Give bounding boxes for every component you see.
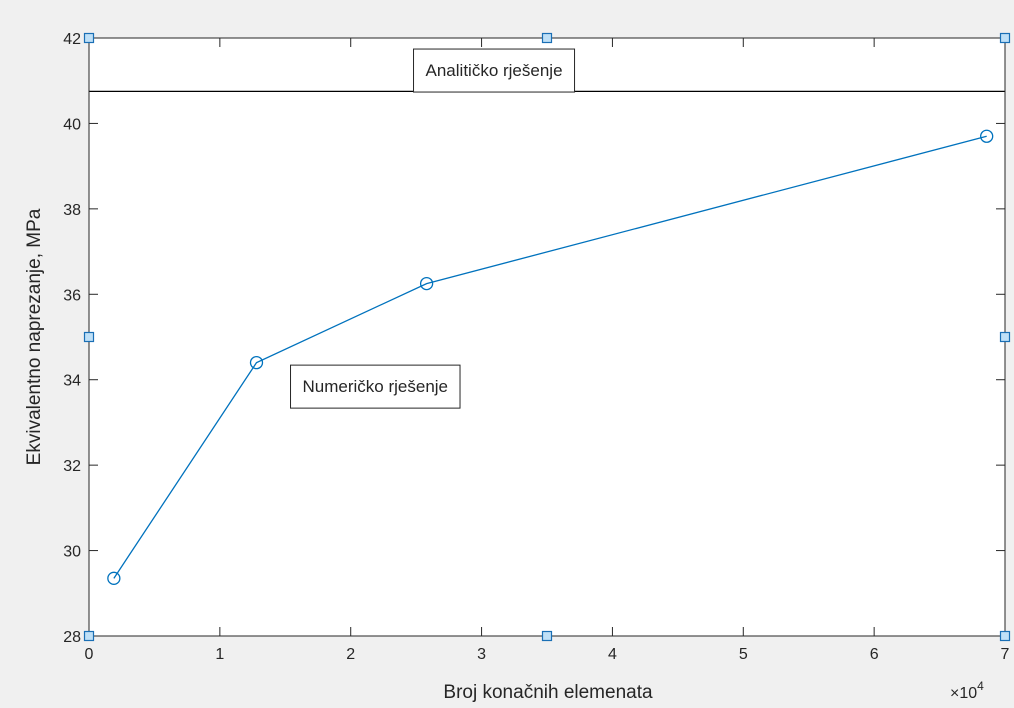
series-line	[113, 135, 987, 579]
y-axis-title: Ekvivalentno naprezanje, MPa	[24, 208, 45, 465]
y-tick-label: 32	[63, 458, 81, 475]
y-tick-label: 34	[63, 373, 81, 390]
annotation-textbox[interactable]: Analitičko rješenje	[413, 48, 576, 93]
x-exponent-power: 4	[977, 679, 984, 693]
annotation-box	[413, 48, 576, 93]
x-tick-label: 7	[1001, 646, 1010, 663]
plot-area	[89, 38, 1005, 636]
annotation-label: Numeričko rješenje	[303, 377, 449, 396]
x-tick-label: 1	[215, 646, 224, 663]
y-tick-label: 28	[63, 629, 81, 646]
x-tick-label: 4	[608, 646, 617, 663]
annotation-box	[290, 364, 461, 409]
x-axis-title: Broj konačnih elemenata	[443, 682, 653, 703]
resize-handle[interactable]	[83, 630, 95, 642]
resize-handle[interactable]	[999, 32, 1011, 44]
resize-handle[interactable]	[541, 32, 553, 44]
y-tick-label: 38	[63, 202, 81, 219]
data-point	[249, 355, 264, 370]
x-axis-exponent: ×104	[950, 679, 984, 702]
series-layer	[107, 129, 994, 585]
x-tick-label: 6	[870, 646, 879, 663]
annotation-label: Analitičko rješenje	[426, 61, 563, 80]
x-exponent-prefix: ×10	[950, 685, 977, 702]
selection-handles[interactable]	[83, 32, 1011, 642]
y-tick-label: 36	[63, 287, 81, 304]
data-point	[980, 129, 994, 143]
resize-handle[interactable]	[83, 32, 95, 44]
x-tick-label: 3	[477, 646, 486, 663]
annotation-layer: Analitičko rješenje Numeričko rješenje	[290, 48, 576, 409]
resize-handle[interactable]	[999, 331, 1011, 343]
x-tick-label: 5	[739, 646, 748, 663]
y-tick-label: 42	[63, 31, 81, 48]
resize-handle[interactable]	[541, 630, 553, 642]
annotation-textbox[interactable]: Numeričko rješenje	[290, 364, 461, 409]
data-point	[419, 276, 434, 291]
y-tick-label: 30	[63, 544, 81, 561]
data-point	[107, 571, 121, 585]
resize-handle[interactable]	[999, 630, 1011, 642]
x-tick-label: 0	[85, 646, 94, 663]
resize-handle[interactable]	[83, 331, 95, 343]
x-tick-label: 2	[346, 646, 355, 663]
y-tick-label: 40	[63, 116, 81, 133]
